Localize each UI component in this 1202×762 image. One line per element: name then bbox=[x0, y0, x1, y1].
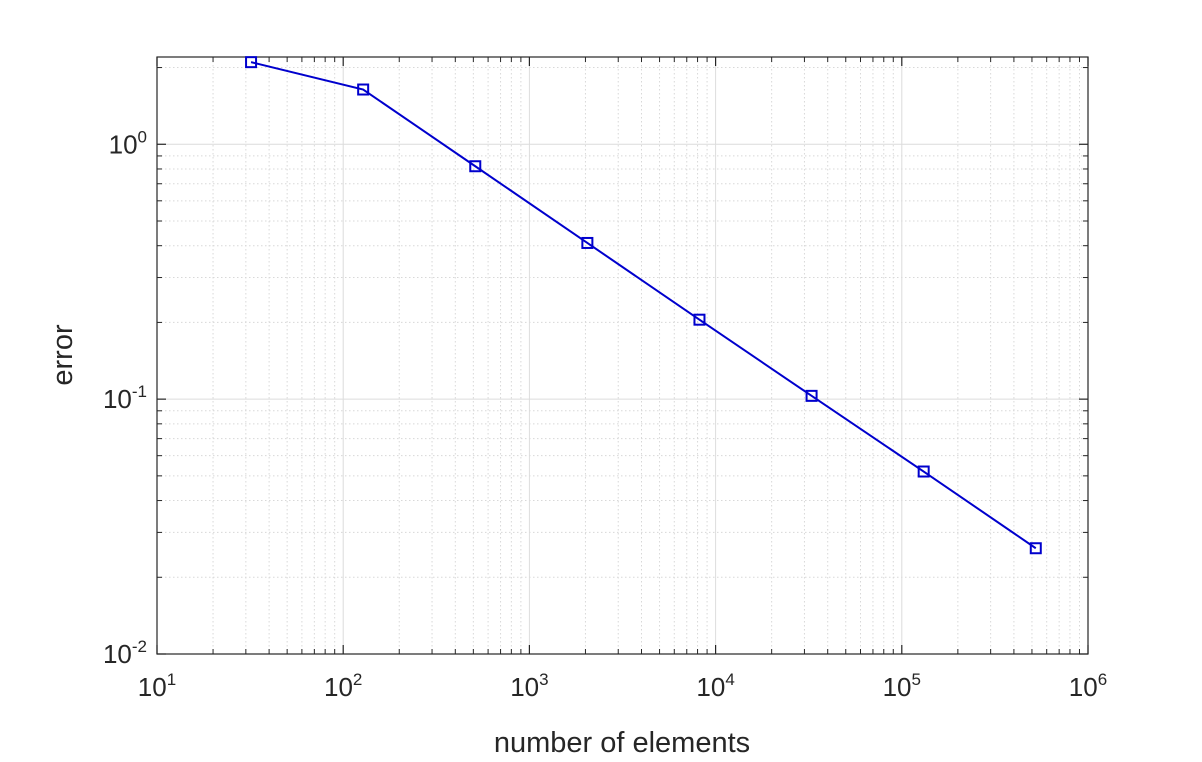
y-tick-label-base: 10 bbox=[103, 384, 132, 414]
x-tick-label: 104 bbox=[696, 670, 734, 702]
y-tick-label: 10-1 bbox=[103, 382, 147, 414]
data-point-marker bbox=[357, 83, 370, 96]
y-tick-label: 10-2 bbox=[103, 637, 147, 669]
minor-grid bbox=[157, 57, 1088, 654]
data-point-marker bbox=[917, 465, 930, 478]
x-tick-label-base: 10 bbox=[510, 672, 539, 702]
data-point-marker bbox=[693, 313, 706, 326]
data-point-marker bbox=[581, 236, 594, 249]
y-tick-label-base: 10 bbox=[103, 639, 132, 669]
x-tick-label-exponent: 6 bbox=[1098, 670, 1107, 689]
x-tick-label-base: 10 bbox=[1069, 672, 1098, 702]
data-point-marker bbox=[1029, 542, 1042, 555]
x-tick-label: 106 bbox=[1069, 670, 1107, 702]
x-tick-label-base: 10 bbox=[883, 672, 912, 702]
x-tick-label-exponent: 1 bbox=[167, 670, 176, 689]
series-line bbox=[250, 61, 1037, 550]
x-tick-labels: 101 102 103 104 105 106 bbox=[138, 670, 1107, 702]
y-tick-label: 100 bbox=[109, 127, 147, 159]
x-tick-label: 105 bbox=[883, 670, 921, 702]
x-tick-label-base: 10 bbox=[324, 672, 353, 702]
x-tick-label-base: 10 bbox=[696, 672, 725, 702]
x-tick-label-exponent: 2 bbox=[353, 670, 362, 689]
data-point-marker bbox=[805, 389, 818, 402]
data-point-marker bbox=[469, 160, 482, 173]
series-layer bbox=[245, 56, 1042, 555]
y-axis-label: error bbox=[47, 324, 79, 386]
y-tick-label-exponent: 0 bbox=[138, 127, 147, 146]
y-tick-label-exponent: -1 bbox=[132, 382, 147, 401]
x-axis-label: number of elements bbox=[494, 727, 750, 759]
x-tick-label: 103 bbox=[510, 670, 548, 702]
y-tick-label-exponent: -2 bbox=[132, 637, 147, 656]
x-tick-label: 102 bbox=[324, 670, 362, 702]
x-tick-label-exponent: 4 bbox=[725, 670, 734, 689]
y-tick-label-base: 10 bbox=[109, 129, 138, 159]
x-tick-label-base: 10 bbox=[138, 672, 167, 702]
x-tick-label: 101 bbox=[138, 670, 176, 702]
data-point-marker bbox=[245, 56, 258, 69]
x-tick-label-exponent: 5 bbox=[912, 670, 921, 689]
x-tick-label-exponent: 3 bbox=[539, 670, 548, 689]
plot-area bbox=[157, 57, 1088, 654]
axes-box bbox=[156, 56, 1089, 655]
